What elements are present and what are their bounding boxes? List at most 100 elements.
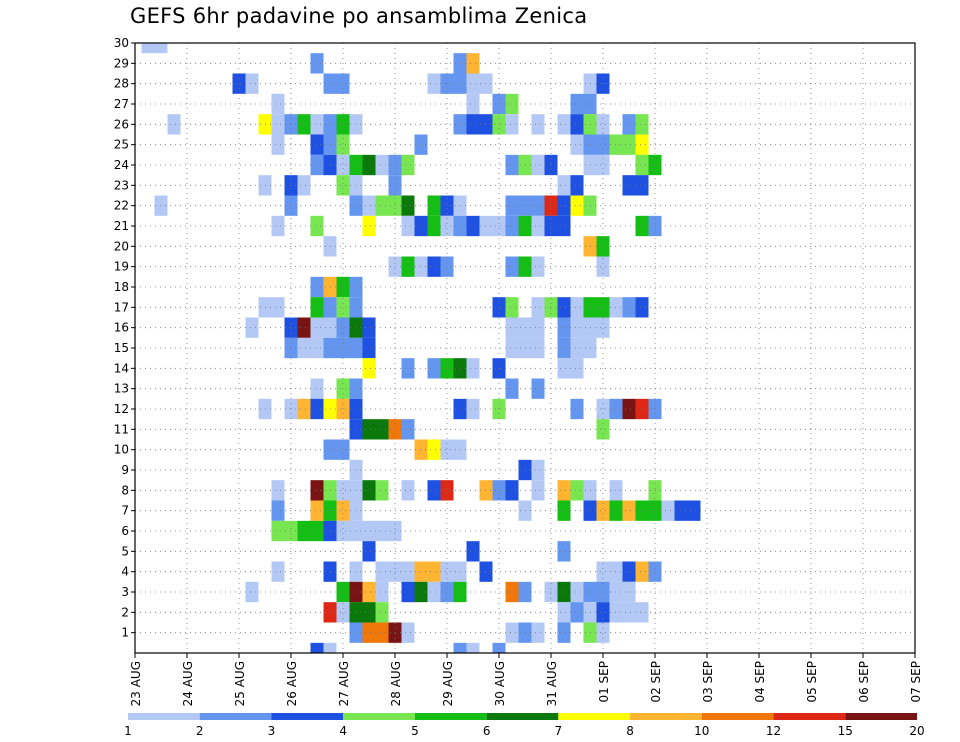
heatmap-cell [505,215,519,237]
heatmap-cell [557,480,571,501]
heatmap-cell [401,215,415,237]
heatmap-cell [271,93,285,115]
heatmap-cell [336,114,350,135]
heatmap-cell [401,154,415,176]
heatmap-cell [570,195,584,216]
x-tick-label: 30 AUG [493,661,507,706]
y-tick-label: 4 [121,565,129,579]
heatmap-cell [635,134,649,155]
legend-label: 7 [555,724,563,738]
heatmap-cell [635,175,649,196]
y-tick-label: 2 [121,605,129,619]
heatmap-cell [375,154,389,176]
heatmap-cell [570,358,584,379]
heatmap-cell [531,622,545,643]
heatmap-cell [531,297,545,318]
heatmap-cell [466,358,480,379]
heatmap-cell [362,337,376,359]
heatmap-cell [531,459,545,481]
heatmap-cell [557,195,571,216]
heatmap-cell [310,337,324,359]
heatmap-cell [440,195,454,216]
heatmap-cell [427,439,441,460]
heatmap-cell [466,398,480,420]
y-tick-label: 27 [114,97,129,111]
heatmap-cell [427,256,441,277]
heatmap-cell [427,358,441,379]
y-tick-label: 28 [114,77,129,91]
x-tick-label: 05 SEP [805,661,819,703]
heatmap-cell [297,175,311,196]
heatmap-cell [505,256,519,277]
heatmap-cell [427,195,441,216]
x-tick-label: 06 SEP [857,661,871,703]
gridlines [135,43,915,653]
heatmap-cell [362,317,376,338]
heatmap-cell [310,500,324,521]
heatmap-cells [141,43,701,653]
heatmap-cell [401,419,415,440]
heatmap-cell [310,398,324,420]
heatmap-cell [362,581,376,603]
y-tick-label: 23 [114,178,129,192]
heatmap-cell [492,642,506,653]
heatmap-cell [310,520,324,542]
heatmap-cell [622,398,636,420]
heatmap-cell [466,73,480,94]
y-tick-label: 17 [114,300,129,314]
heatmap-cell [362,419,376,440]
heatmap-cell [336,297,350,318]
x-tick-label: 23 AUG [129,661,143,706]
heatmap-cell [622,500,636,521]
legend-swatch [414,713,487,720]
heatmap-cell [570,398,584,420]
heatmap-cell [557,622,571,643]
y-tick-label: 8 [121,483,129,497]
heatmap-cell [375,622,389,643]
heatmap-cell [362,358,376,379]
heatmap-cell [492,480,506,501]
heatmap-cell [310,317,324,338]
heatmap-cell [323,642,337,653]
legend-label: 20 [909,724,924,738]
x-axis: 23 AUG 24 AUG 25 AUG 26 AUG 27 AUG 28 AUG 29 A… [129,653,923,706]
x-tick-label: 02 SEP [649,661,663,703]
heatmap-cell [596,236,610,257]
heatmap-cell [622,297,636,318]
heatmap-cell [310,276,324,298]
heatmap-cell [505,480,519,501]
heatmap-cell [531,256,545,277]
y-tick-label: 5 [121,544,129,558]
heatmap-cell [557,175,571,196]
heatmap-cell [622,602,636,623]
y-tick-label: 10 [114,443,129,457]
heatmap-cell [440,480,454,501]
heatmap-cell [635,297,649,318]
legend-label: 5 [411,724,419,738]
heatmap-cell [492,215,506,237]
heatmap-cell [336,480,350,501]
x-tick-label: 27 AUG [337,661,351,706]
heatmap-cell [596,419,610,440]
y-tick-label: 16 [114,321,129,335]
y-tick-label: 11 [114,422,129,436]
heatmap-cell [622,175,636,196]
heatmap-cell [557,581,571,603]
heatmap-cell [362,622,376,643]
heatmap-cell [167,114,181,135]
x-tick-label: 29 AUG [441,661,455,706]
y-tick-label: 21 [114,219,129,233]
heatmap-cell [336,317,350,338]
heatmap-cell [440,256,454,277]
y-tick-label: 1 [121,626,129,640]
heatmap-cell [505,93,519,115]
heatmap-cell [362,195,376,216]
heatmap-cell [596,256,610,277]
heatmap-cell [440,215,454,237]
heatmap-cell [440,439,454,460]
heatmap-cell [505,622,519,643]
heatmap-cell [531,317,545,338]
heatmap-cell [505,317,519,338]
heatmap-cell [401,358,415,379]
x-tick-label: 03 SEP [701,661,715,703]
